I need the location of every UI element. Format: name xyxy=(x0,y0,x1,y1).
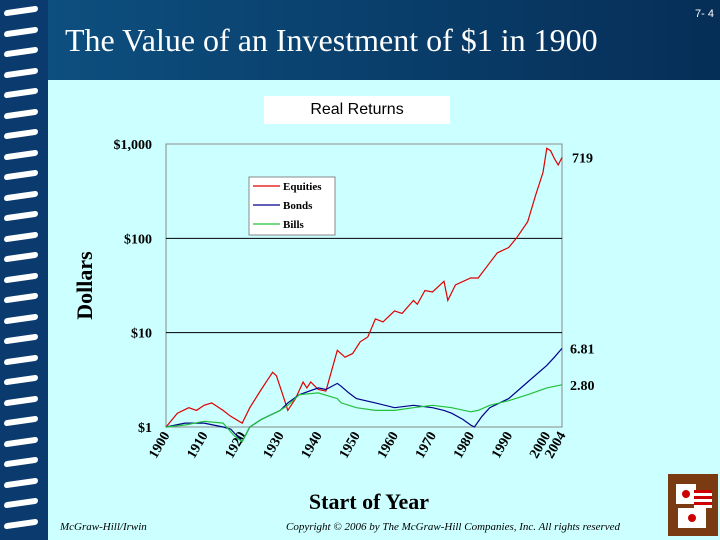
series-line-equities xyxy=(165,147,563,428)
legend-box xyxy=(248,176,336,236)
legend-entry: Bonds xyxy=(283,200,313,212)
legend-entry: Bills xyxy=(283,219,305,231)
footer-publisher: McGraw-Hill/Irwin xyxy=(60,521,147,533)
x-tick-label: 1910 xyxy=(185,430,212,462)
title-bar xyxy=(48,0,720,80)
series-line-bonds xyxy=(165,348,563,443)
plot-frame xyxy=(165,143,563,428)
x-tick-label: 1970 xyxy=(413,430,440,462)
flag-icon xyxy=(694,490,712,508)
spiral-binding xyxy=(0,0,48,540)
x-tick-label: 1950 xyxy=(337,430,364,462)
end-labels: 719 6.81 2.80 xyxy=(570,152,595,394)
legend-entry: Equities xyxy=(283,181,322,193)
x-tick-label: 1930 xyxy=(261,430,288,462)
x-tick-labels: 1900 1910 1920 1930 1940 1950 1960 1970 1980 1990… xyxy=(146,430,569,462)
slide-title: The Value of an Investment of $1 in 1900 xyxy=(65,22,598,58)
end-label: 719 xyxy=(572,152,593,167)
footer-copyright: Copyright © 2006 by The McGraw-Hill Comp… xyxy=(286,521,621,533)
legend: Equities Bonds Bills xyxy=(248,176,336,236)
series-line-bills xyxy=(165,384,563,443)
end-label: 2.80 xyxy=(570,379,595,394)
x-tick-label: 1940 xyxy=(299,430,326,462)
flag-icon xyxy=(678,508,706,528)
x-tick-label: 1960 xyxy=(375,430,402,462)
y-tick-label: $10 xyxy=(131,327,152,342)
x-tick-label: 1980 xyxy=(451,430,478,462)
y-tick-label: $100 xyxy=(124,232,152,247)
series-lines xyxy=(165,147,563,443)
publisher-logo xyxy=(668,474,718,536)
slide-number: 7- 4 xyxy=(695,8,714,20)
gridlines xyxy=(166,237,562,334)
chart-subtitle: Real Returns xyxy=(264,96,450,124)
y-tick-label: $1,000 xyxy=(114,138,153,153)
end-label: 6.81 xyxy=(570,342,595,357)
x-tick-label: 1990 xyxy=(489,430,516,462)
y-tick-label: $1 xyxy=(138,421,152,436)
y-axis-title: Dollars xyxy=(72,251,97,320)
x-axis-title: Start of Year xyxy=(309,489,429,514)
y-tick-labels: $1 $10 $100 $1,000 xyxy=(114,138,153,436)
flag-icon xyxy=(676,484,696,504)
